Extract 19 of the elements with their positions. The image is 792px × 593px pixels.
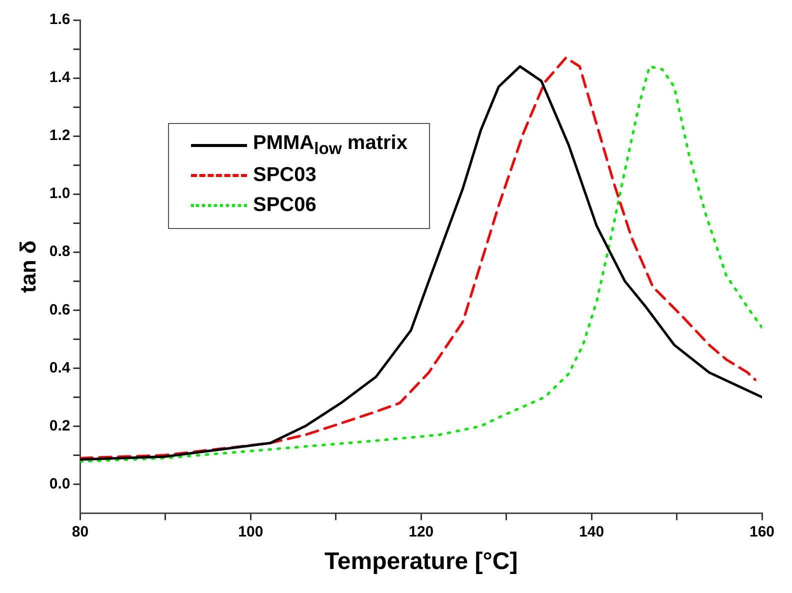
y-axis-title: tan δ [15,240,40,293]
y-tick-label: 0.6 [49,301,70,318]
x-tick-label: 160 [749,523,775,540]
legend-label: PMMA$_{low}$ matrix [253,132,408,158]
y-tick-label: 0.8 [49,243,70,260]
y-tick-label: 1.6 [49,11,70,28]
x-tick-label: 120 [408,523,434,540]
x-tick-label: 140 [579,523,604,540]
x-tick-label: 100 [238,523,264,540]
legend-label: SPC06 [253,194,316,216]
y-tick-label: 0.4 [49,359,71,376]
y-tick-label: 1.0 [49,185,70,202]
y-tick-label: 0.2 [49,417,70,434]
y-tick-label: 1.2 [49,127,70,144]
x-tick-label: 80 [72,523,89,540]
y-tick-label: 1.4 [49,69,71,86]
y-tick-label: 0.0 [49,475,70,492]
x-axis-title: Temperature [°C] [324,548,518,576]
legend-label: SPC03 [253,164,316,186]
